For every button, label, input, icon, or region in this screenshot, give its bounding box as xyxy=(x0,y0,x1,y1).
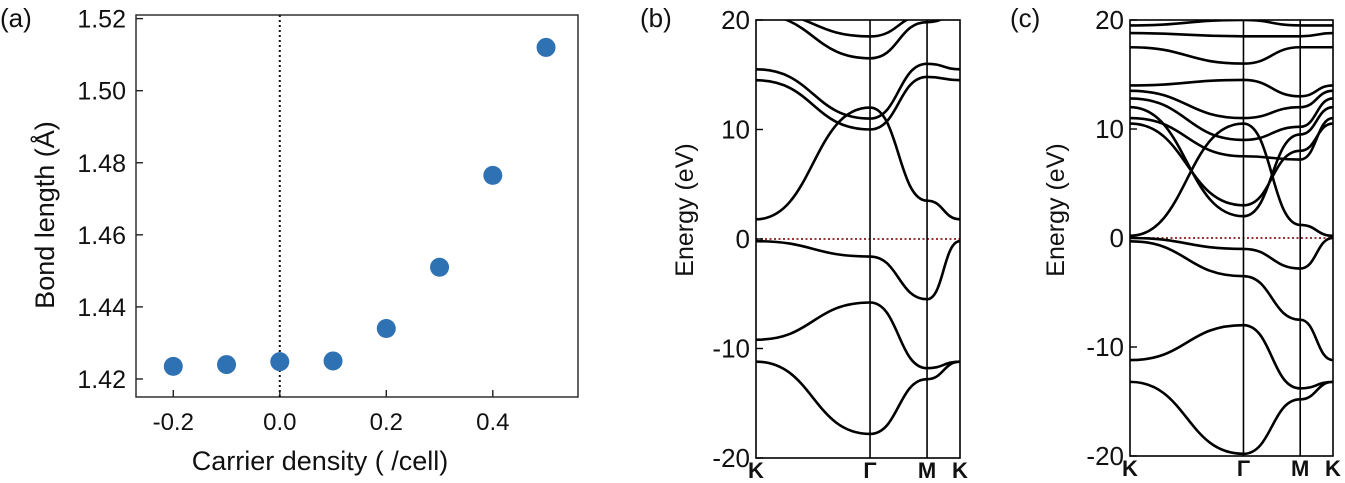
panel-a-label: (a) xyxy=(0,3,32,33)
band-line xyxy=(782,20,944,60)
panel-a-scatter-chart: (a) -0.2 0.0 0.2 0.4 1.42 1.44 1.46 1.48 1.50 1.5… xyxy=(0,3,579,476)
y-tick-label: 10 xyxy=(1095,114,1124,144)
panel-a-data-points xyxy=(163,37,556,376)
y-tick-label: 1.42 xyxy=(77,366,126,394)
band-line xyxy=(1130,78,1333,98)
y-tick-label: 1.46 xyxy=(77,222,126,250)
band-line xyxy=(1130,105,1333,218)
y-tick-label: 0 xyxy=(736,224,750,254)
k-point-label: K xyxy=(1325,456,1341,481)
k-point-label: K xyxy=(748,458,764,483)
bands xyxy=(756,20,960,436)
data-point xyxy=(536,37,556,57)
band-line xyxy=(1130,323,1333,390)
band-line xyxy=(756,360,960,436)
k-point-label: M xyxy=(1291,456,1309,481)
k-point-label: Γ xyxy=(863,458,876,483)
band-line xyxy=(756,62,960,120)
data-point xyxy=(217,355,237,375)
x-tick-label: 0.2 xyxy=(370,409,403,436)
y-tick-label: -20 xyxy=(712,443,750,473)
band-line xyxy=(1130,236,1333,270)
bands xyxy=(1130,20,1333,456)
band-line xyxy=(1130,380,1333,456)
data-point xyxy=(483,165,503,185)
data-point xyxy=(430,257,450,277)
x-tick-label: -0.2 xyxy=(153,409,194,436)
band-line xyxy=(756,239,960,301)
data-point xyxy=(376,319,396,339)
panel-a-frame xyxy=(135,14,579,398)
panel-a-y-axis-label: Bond length (Å) xyxy=(29,121,60,309)
panel-c-y-axis-label: Energy (eV) xyxy=(1042,143,1070,276)
y-tick-label: -20 xyxy=(1086,441,1124,471)
panel-b-label: (b) xyxy=(640,3,672,33)
band-line xyxy=(1130,89,1333,120)
panel-a-x-axis-label: Carrier density ( /cell) xyxy=(192,446,449,476)
y-tick-label: 20 xyxy=(721,5,750,35)
band-line xyxy=(1130,116,1333,161)
band-line xyxy=(756,106,960,221)
data-point xyxy=(163,356,183,376)
panel-b-y-axis-label: Energy (eV) xyxy=(671,143,699,276)
y-tick-label: 10 xyxy=(721,115,750,145)
band-line xyxy=(756,301,960,370)
data-point xyxy=(270,352,290,372)
panel-c-label: (c) xyxy=(1010,3,1040,33)
band-line xyxy=(756,75,960,131)
y-tick-label: 1.50 xyxy=(77,78,126,106)
band-line xyxy=(800,20,910,38)
y-tick-label: 20 xyxy=(1095,5,1124,35)
k-point-label: M xyxy=(918,458,936,483)
band-line xyxy=(1130,20,1333,27)
x-tick-label: 0.0 xyxy=(263,409,296,436)
k-point-label: K xyxy=(1122,456,1138,481)
band-line xyxy=(1130,45,1333,65)
x-tick-label: 0.4 xyxy=(476,409,509,436)
k-point-label: Γ xyxy=(1237,456,1250,481)
y-tick-label: -10 xyxy=(1086,332,1124,362)
y-tick-label: 0 xyxy=(1110,223,1124,253)
y-tick-label: 1.48 xyxy=(77,150,126,178)
k-point-label: K xyxy=(952,458,968,483)
panel-a-ticks: -0.2 0.0 0.2 0.4 1.42 1.44 1.46 1.48 1.50 1.52 xyxy=(77,6,509,436)
band-line xyxy=(1130,31,1333,38)
y-tick-label: -10 xyxy=(712,334,750,364)
band-line xyxy=(1130,97,1333,142)
data-point xyxy=(323,351,343,371)
band-line xyxy=(1130,239,1333,362)
band-line xyxy=(1130,122,1333,207)
band-line xyxy=(1130,122,1333,238)
y-tick-label: 1.52 xyxy=(77,6,126,34)
y-tick-label: 1.44 xyxy=(77,294,126,322)
